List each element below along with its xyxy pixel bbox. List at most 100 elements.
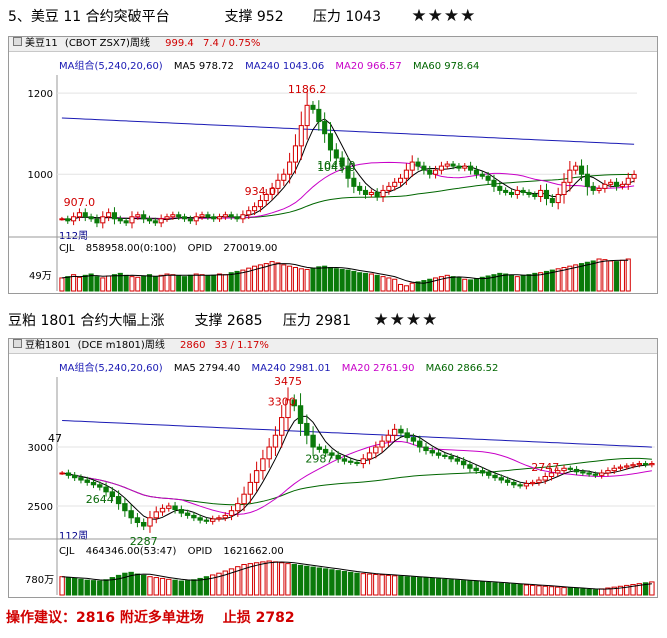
volume-bar	[636, 583, 643, 596]
candle	[141, 214, 147, 220]
volume-bar	[630, 584, 636, 596]
candle	[147, 517, 153, 527]
volume-bar	[503, 273, 509, 292]
volume-bar	[590, 260, 596, 292]
candle	[555, 193, 561, 204]
volume-bar	[327, 266, 334, 292]
volume-bar	[486, 581, 492, 596]
candle	[523, 483, 530, 487]
section2-title: 豆粕 1801 合约大幅上涨	[8, 313, 165, 329]
volume-bar	[217, 273, 223, 292]
price-annotation: 2987	[305, 453, 333, 466]
candle	[203, 519, 210, 522]
volume-bar	[596, 258, 602, 292]
volume-bar	[235, 566, 241, 596]
volume-bar	[433, 277, 439, 292]
chart1-vol-value: 858958.00(0:100)	[85, 243, 177, 254]
volume-bar	[351, 270, 357, 292]
candle	[520, 189, 526, 193]
price-annotation: 1186.2	[288, 83, 327, 96]
candle	[423, 446, 429, 452]
volume-bar	[561, 266, 567, 292]
volume-bar	[152, 276, 158, 292]
candle	[252, 206, 258, 212]
volume-bar	[415, 281, 421, 292]
chart1-vol-legend: CJL 858958.00(0:100) OPID 270019.00	[59, 243, 285, 254]
volume-bar	[555, 268, 561, 292]
candle	[316, 108, 322, 123]
volume-ma-line	[61, 259, 629, 284]
candle	[260, 458, 266, 472]
volume-bar	[485, 275, 491, 292]
candle	[460, 460, 467, 466]
candle	[415, 161, 421, 167]
volume-bar	[117, 272, 123, 292]
volume-bar	[649, 581, 655, 596]
candle	[555, 470, 561, 474]
chart2-ma240: MA240 2981.01	[251, 363, 331, 374]
volume-bar	[614, 261, 620, 292]
candle	[178, 509, 185, 514]
candle	[435, 452, 442, 456]
volume-bar	[128, 571, 134, 596]
candle	[605, 470, 611, 474]
candle	[578, 165, 585, 175]
candle	[291, 399, 297, 407]
candle	[279, 417, 285, 436]
candle	[241, 493, 247, 505]
volume-bar	[427, 278, 433, 292]
candle	[526, 191, 532, 195]
candle	[444, 163, 450, 167]
candle	[403, 169, 409, 179]
candle	[187, 218, 193, 222]
volume-bar	[404, 576, 410, 596]
candle	[479, 470, 486, 474]
candle	[590, 185, 596, 191]
volume-bar	[129, 276, 135, 292]
trade-advice: 操作建议：2816 附近多单进场 止损 2782	[6, 607, 309, 627]
candle	[486, 472, 492, 476]
volume-bar	[316, 567, 323, 596]
chart2-period: 112周	[59, 531, 89, 542]
candle	[543, 189, 550, 200]
candle	[538, 189, 544, 198]
volume-bar	[373, 574, 379, 596]
candle	[442, 454, 448, 457]
price-annotation: 2287	[130, 535, 158, 548]
volume-bar	[252, 265, 258, 292]
chart1-opid-label: OPID	[187, 243, 213, 254]
volume-bar	[584, 261, 590, 292]
candle	[351, 177, 357, 187]
volume-bar	[253, 562, 260, 596]
volume-bar	[297, 564, 304, 596]
volume-bar	[141, 275, 147, 292]
candle	[176, 214, 182, 218]
volume-bar	[429, 577, 435, 596]
candle	[164, 216, 170, 220]
chart2-vol-value: 464346.00(53:47)	[85, 546, 177, 557]
candle	[586, 472, 592, 475]
candle	[508, 191, 515, 195]
ma20-line	[62, 440, 652, 515]
candle	[473, 467, 479, 472]
chart2-vol-label: CJL	[59, 546, 75, 557]
candle	[122, 503, 128, 512]
candle	[100, 216, 106, 224]
volume-bar	[542, 585, 548, 596]
candle	[468, 165, 474, 171]
candle	[592, 473, 599, 476]
candle	[385, 434, 392, 442]
volume-bar	[94, 276, 100, 292]
advice-text: 操作建议：2816 附近多单进场	[6, 610, 204, 626]
volume-bar	[526, 274, 532, 292]
candle	[517, 484, 523, 487]
volume-bar	[573, 587, 580, 596]
candle	[548, 472, 555, 478]
volume-bar	[146, 274, 153, 292]
volume-bar	[602, 259, 608, 292]
volume-bar	[624, 584, 630, 596]
candle	[71, 216, 77, 222]
candle	[246, 210, 252, 216]
volume-bar	[492, 582, 498, 596]
chart2-opid-label: OPID	[187, 546, 213, 557]
